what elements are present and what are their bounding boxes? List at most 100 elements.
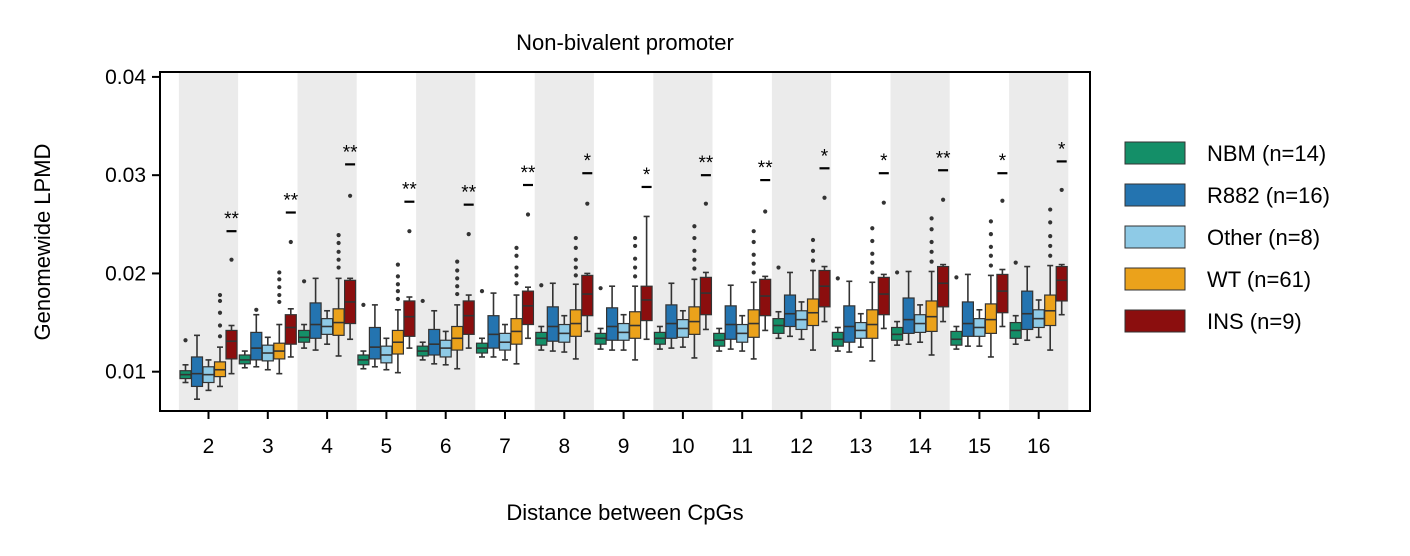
- box-body: [487, 315, 500, 349]
- box-body: [250, 331, 263, 361]
- background-bands: [178, 72, 1069, 411]
- outlier-point: [514, 265, 519, 270]
- box-body: [961, 301, 975, 337]
- outlier-point: [929, 239, 934, 245]
- outlier-point: [988, 263, 994, 268]
- box-group: [736, 314, 749, 352]
- outlier-point: [763, 209, 768, 214]
- outlier-point: [692, 248, 697, 253]
- legend-swatch: [1124, 141, 1186, 165]
- significance-label: **: [402, 180, 417, 201]
- outlier-point: [870, 238, 875, 244]
- box-group: [1044, 207, 1057, 351]
- outlier-point: [870, 226, 875, 231]
- box-group: [617, 313, 630, 351]
- outlier-point: [277, 270, 282, 275]
- outlier-point: [633, 265, 638, 270]
- outlier-point: [420, 298, 425, 304]
- outlier-point: [336, 240, 341, 246]
- outlier-point: [479, 289, 485, 294]
- outlier-point: [229, 257, 234, 262]
- outlier-point: [988, 253, 994, 258]
- x-tick-label: 14: [908, 435, 932, 458]
- outlier-point: [217, 298, 223, 304]
- outlier-point: [1000, 198, 1005, 203]
- significance-label: **: [936, 148, 951, 169]
- box-body: [225, 329, 238, 360]
- outlier-point: [217, 334, 223, 339]
- outlier-point: [455, 291, 460, 297]
- box-group: [605, 285, 619, 351]
- box-group: [581, 201, 594, 333]
- box-body: [190, 356, 204, 388]
- significance-label: *: [584, 151, 592, 172]
- box-body: [996, 273, 1009, 314]
- outlier-point: [870, 260, 875, 265]
- outlier-point: [573, 235, 578, 241]
- box-group: [487, 292, 500, 358]
- outlier-point: [895, 270, 900, 275]
- outlier-point: [692, 235, 697, 241]
- legend: NBM (n=14) R882 (n=16) Other (n=8) WT (n=61…: [1124, 141, 1330, 334]
- box-group: [273, 270, 286, 375]
- box-group: [380, 337, 393, 371]
- box-group: [795, 301, 808, 341]
- box-groups: [179, 187, 1068, 401]
- outlier-point: [254, 307, 259, 312]
- outlier-point: [514, 273, 519, 278]
- outlier-point: [407, 229, 412, 234]
- box-group: [866, 226, 879, 362]
- box-body: [605, 307, 619, 341]
- box-group: [640, 215, 653, 341]
- box-group: [225, 257, 238, 375]
- box-body: [724, 305, 737, 340]
- x-tick-label: 11: [731, 435, 753, 458]
- legend-swatch: [1124, 309, 1186, 333]
- outlier-point: [1013, 260, 1018, 265]
- box-group: [747, 229, 760, 360]
- outlier-point: [336, 233, 341, 238]
- legend-label: WT (n=61): [1207, 267, 1311, 292]
- box-group: [428, 309, 441, 365]
- box-body: [462, 300, 475, 335]
- outlier-point: [217, 292, 223, 298]
- background-band: [653, 72, 713, 411]
- box-group: [179, 338, 192, 384]
- chart-title: Non-bivalent promoter: [516, 30, 734, 55]
- box-group: [688, 224, 701, 359]
- significance-label: *: [999, 151, 1007, 172]
- box-group: [973, 308, 986, 347]
- box-body: [984, 303, 998, 334]
- outlier-point: [288, 239, 293, 245]
- background-band: [1009, 72, 1069, 411]
- box-group: [1009, 260, 1022, 345]
- outlier-point: [1048, 220, 1053, 225]
- box-body: [309, 302, 322, 339]
- legend-label: Other (n=8): [1207, 225, 1320, 250]
- box-group: [284, 239, 297, 358]
- outlier-point: [929, 259, 934, 264]
- outlier-point: [692, 257, 697, 262]
- box-group: [403, 229, 416, 349]
- outlier-point: [573, 273, 578, 278]
- box-body: [843, 305, 856, 343]
- plot-frame: [159, 71, 1091, 412]
- outlier-point: [751, 229, 756, 234]
- outlier-point: [277, 277, 282, 282]
- significance-label: **: [521, 163, 536, 184]
- box-group: [936, 197, 950, 323]
- outlier-point: [1048, 253, 1053, 258]
- outlier-point: [455, 276, 460, 281]
- outlier-point: [929, 216, 934, 221]
- box-group: [843, 280, 856, 353]
- box-group: [950, 275, 963, 350]
- box-group: [462, 232, 475, 349]
- outlier-point: [361, 302, 366, 307]
- y-axis: 0.01 0.02 0.03 0.04: [105, 66, 160, 384]
- y-tick-label: 0.02: [105, 262, 146, 285]
- legend-swatch: [1124, 267, 1186, 291]
- box-group: [676, 309, 690, 348]
- box-body: [1021, 290, 1034, 331]
- box-group: [344, 193, 357, 341]
